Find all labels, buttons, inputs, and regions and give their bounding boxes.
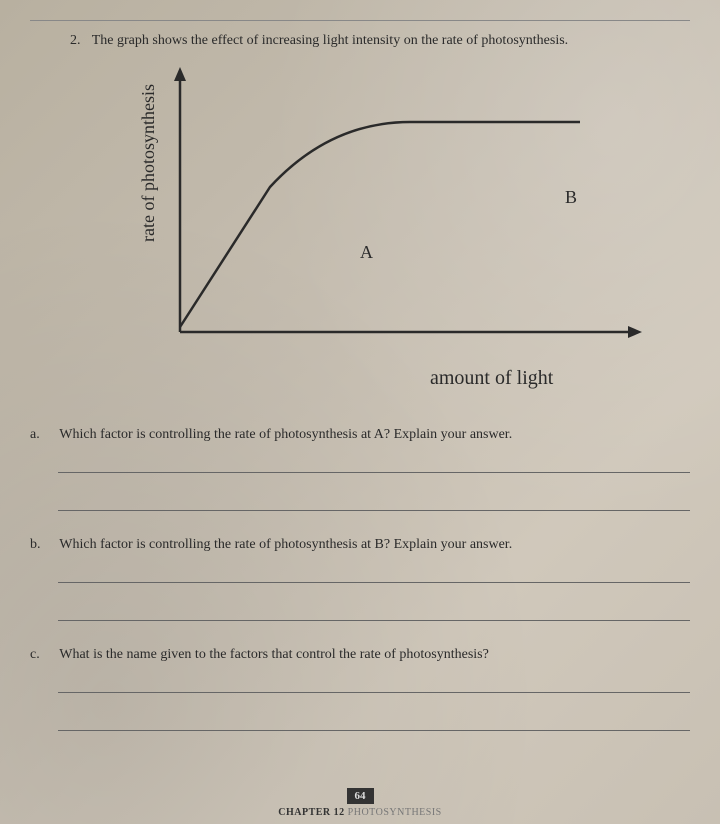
answer-line — [58, 671, 690, 693]
sub-question-a: a. Which factor is controlling the rate … — [30, 427, 690, 443]
y-arrow — [174, 67, 186, 81]
question-number: 2. — [70, 33, 81, 48]
sub-question-c: c. What is the name given to the factors… — [30, 647, 690, 663]
curve — [180, 122, 580, 327]
page-content: 2. The graph shows the effect of increas… — [0, 0, 720, 731]
top-rule — [30, 20, 690, 21]
sub-question-b: b. Which factor is controlling the rate … — [30, 537, 690, 553]
chapter-light: PHOTOSYNTHESIS — [348, 807, 442, 818]
sub-letter-c: c. — [30, 647, 46, 663]
sub-letter-b: b. — [30, 537, 46, 553]
answer-line — [58, 451, 690, 473]
x-arrow — [628, 326, 642, 338]
graph-area: rate of photosynthesis A B amount of lig… — [30, 67, 690, 397]
question-header: 2. The graph shows the effect of increas… — [70, 33, 690, 49]
x-axis-label: amount of light — [430, 367, 553, 390]
page-number: 64 — [347, 788, 374, 804]
sub-text-b: Which factor is controlling the rate of … — [59, 537, 512, 552]
label-b: B — [565, 187, 577, 208]
answer-line — [58, 709, 690, 731]
label-a: A — [360, 242, 373, 263]
sub-letter-a: a. — [30, 427, 46, 443]
question-text: The graph shows the effect of increasing… — [92, 33, 568, 48]
page-footer: 64 CHAPTER 12 PHOTOSYNTHESIS — [0, 788, 720, 818]
answer-line — [58, 599, 690, 621]
sub-text-a: Which factor is controlling the rate of … — [59, 427, 512, 442]
answer-line — [58, 561, 690, 583]
sub-text-c: What is the name given to the factors th… — [59, 647, 489, 662]
answer-line — [58, 489, 690, 511]
chapter-line: CHAPTER 12 PHOTOSYNTHESIS — [0, 807, 720, 818]
chapter-bold: CHAPTER 12 — [278, 807, 344, 818]
graph-svg — [150, 67, 650, 367]
